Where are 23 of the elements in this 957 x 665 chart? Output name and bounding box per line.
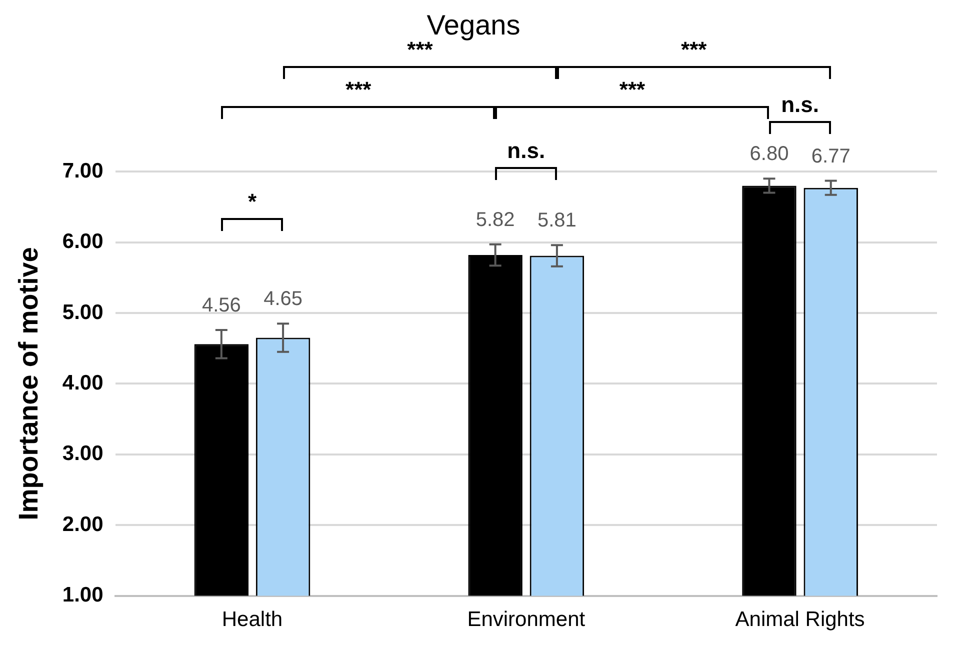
y-tick-label: 1.00 <box>62 584 104 607</box>
x-tick-label: Animal Rights <box>735 608 865 632</box>
x-tick-label: Health <box>222 608 283 632</box>
data-label: 4.56 <box>202 294 241 316</box>
y-tick-label: 7.00 <box>62 159 104 182</box>
text: n.s. <box>781 92 819 118</box>
text: n.s. <box>507 138 546 164</box>
y-tick-label: 4.00 <box>62 371 104 394</box>
y-tick-label: 6.00 <box>62 230 104 254</box>
text: *** <box>681 36 707 63</box>
data-label: 6.80 <box>750 143 789 166</box>
y-tick-label: 2.00 <box>62 512 104 536</box>
data-label: 5.82 <box>476 208 515 231</box>
y-tick-label: 5.00 <box>62 300 104 324</box>
y-tick-label: 3.00 <box>62 442 104 466</box>
text: *** <box>619 76 646 103</box>
data-label: 6.77 <box>811 145 850 168</box>
y-axis-title: Importance of motive <box>14 247 44 520</box>
text: *** <box>346 76 372 103</box>
data-label: 5.81 <box>537 210 576 232</box>
data-label: 4.65 <box>264 288 303 310</box>
x-tick-label: Environment <box>467 608 586 632</box>
annotation: * <box>248 189 256 216</box>
